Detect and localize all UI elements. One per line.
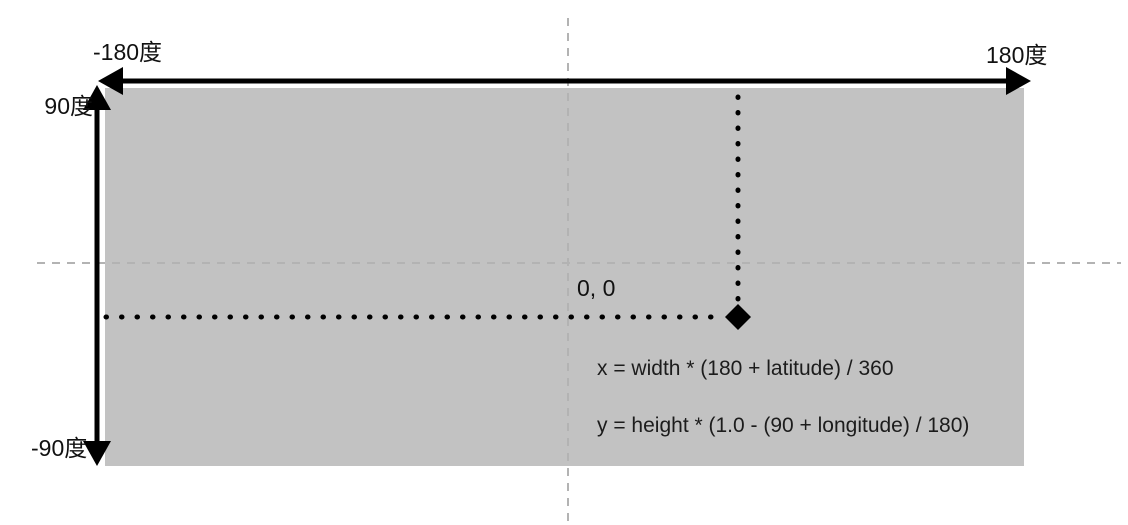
formula-x: x = width * (180 + latitude) / 360 [597,357,894,380]
y-axis-max-label: 90度 [44,93,93,119]
x-axis-max-label: 180度 [986,42,1048,68]
y-axis-bottom-arrow-icon [83,441,111,466]
origin-label: 0, 0 [577,275,616,301]
y-axis-min-label: -90度 [31,435,88,461]
y-axis-top-arrow-icon [83,85,111,110]
map-area-rect [105,88,1024,466]
x-axis-right-arrow-icon [1006,67,1031,95]
point-marker-diamond-icon [725,304,751,330]
x-axis-left-arrow-icon [98,67,123,95]
x-axis-min-label: -180度 [93,39,163,65]
formula-y: y = height * (1.0 - (90 + longitude) / 1… [597,414,970,437]
